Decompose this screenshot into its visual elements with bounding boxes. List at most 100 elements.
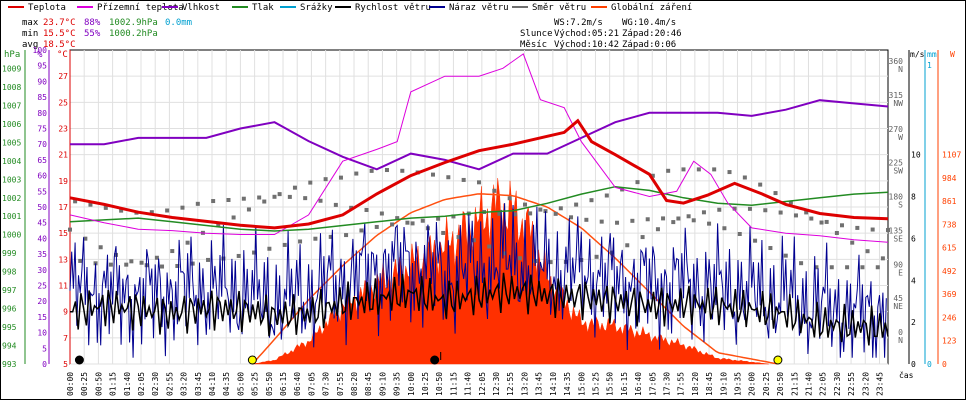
wind-direction-point xyxy=(609,250,614,255)
info-wind-gust: WG:10.4m/s xyxy=(622,18,676,28)
direction-tick-name: N xyxy=(898,336,903,345)
wind-direction-point xyxy=(354,171,359,176)
wind-direction-point xyxy=(180,205,185,210)
wind-direction-point xyxy=(119,208,124,213)
wind-tick-label: 8 xyxy=(911,193,916,202)
stat-min-temp: 15.5°C xyxy=(43,29,76,39)
wind-direction-point xyxy=(124,262,129,267)
legend-label: Globální záření xyxy=(611,3,692,13)
series-wind-speed xyxy=(70,272,889,346)
wind-tick-label: 0 xyxy=(911,360,916,369)
legend-label: Rychlost větru xyxy=(355,3,431,13)
direction-tick-name: SW xyxy=(893,167,903,176)
pressure-tick-label: 1001 xyxy=(2,212,21,221)
stat-avg-temp: 18.5°C xyxy=(43,40,76,50)
humidity-tick-label: 15 xyxy=(37,313,47,322)
wind-direction-point xyxy=(308,180,313,185)
stat-max-label: max xyxy=(22,18,39,28)
wind-tick-label: 4 xyxy=(911,276,916,285)
temp-tick-label: 17 xyxy=(58,203,68,212)
x-tick-label: 21:15 xyxy=(790,372,799,396)
direction-tick-label: 360 xyxy=(889,57,904,66)
stat-avg-label: avg xyxy=(22,40,38,50)
temp-tick-label: 25 xyxy=(58,98,68,107)
x-tick-label: 00:00 xyxy=(66,372,75,396)
wind-direction-point xyxy=(517,256,522,261)
pressure-tick-label: 994 xyxy=(2,342,17,351)
pressure-tick-label: 998 xyxy=(2,268,17,277)
wind-direction-point xyxy=(875,265,880,270)
x-tick-label: 07:05 xyxy=(307,372,316,396)
wind-direction-point xyxy=(886,228,890,233)
wind-direction-point xyxy=(333,202,338,207)
wind-direction-point xyxy=(850,240,855,245)
x-tick-label: 11:15 xyxy=(449,372,458,396)
wind-direction-point xyxy=(195,201,200,206)
radiation-tick-label: 984 xyxy=(942,174,957,183)
humidity-tick-label: 80 xyxy=(37,109,47,118)
wind-direction-point xyxy=(160,264,165,269)
wind-direction-point xyxy=(666,168,671,173)
humidity-tick-label: 85 xyxy=(37,93,47,102)
humidity-tick-label: 50 xyxy=(37,203,47,212)
x-tick-label: 05:50 xyxy=(265,372,274,396)
info-sun-rise: Východ:05:21 xyxy=(554,29,619,39)
temp-tick-label: 9 xyxy=(63,308,68,317)
wind-direction-point xyxy=(594,254,599,259)
x-tick-label: 19:10 xyxy=(719,372,728,396)
x-tick-label: 14:10 xyxy=(549,372,558,396)
wind-direction-point xyxy=(635,180,640,185)
wind-direction-point xyxy=(686,214,691,219)
rain-axis-label: mm xyxy=(927,50,937,59)
wind-direction-point xyxy=(282,242,287,247)
wind-direction-point xyxy=(206,257,211,262)
x-tick-label: 19:35 xyxy=(733,372,742,396)
wind-direction-point xyxy=(768,246,773,251)
series-pressure xyxy=(69,185,889,232)
x-tick-label: 01:40 xyxy=(123,372,132,396)
x-tick-label: 08:45 xyxy=(364,372,373,396)
x-tick-label: 05:00 xyxy=(236,372,245,396)
direction-tick-label: 45 xyxy=(893,294,903,303)
humidity-tick-label: 75 xyxy=(37,125,47,134)
x-tick-label: 18:20 xyxy=(691,372,700,396)
wind-direction-point xyxy=(78,258,83,263)
wind-direction-point xyxy=(722,226,727,231)
x-tick-label: 03:20 xyxy=(180,372,189,396)
temp-tick-label: 13 xyxy=(58,255,68,264)
wind-direction-point xyxy=(216,223,221,228)
wind-direction-point xyxy=(344,233,349,238)
legend-label: Přízemní teplota xyxy=(97,3,184,13)
wind-direction-point xyxy=(548,260,553,265)
wind-direction-point xyxy=(569,215,574,220)
temp-tick-label: 23 xyxy=(58,125,68,134)
pressure-tick-label: 997 xyxy=(2,286,17,295)
wind-direction-point xyxy=(313,236,318,241)
x-tick-label: 02:05 xyxy=(137,372,146,396)
x-tick-label: 16:15 xyxy=(620,372,629,396)
wind-direction-point xyxy=(451,214,456,219)
x-tick-label: 15:50 xyxy=(606,372,615,396)
x-tick-label: 09:10 xyxy=(378,372,387,396)
wind-direction-point xyxy=(707,221,712,226)
x-tick-label: 12:55 xyxy=(506,372,515,396)
x-tick-label: 02:55 xyxy=(165,372,174,396)
radiation-tick-label: 246 xyxy=(942,313,957,322)
sunset-marker xyxy=(773,355,783,365)
stat-min-humidity: 55% xyxy=(84,29,101,39)
x-tick-label: 17:55 xyxy=(677,372,686,396)
wind-direction-point xyxy=(824,219,829,224)
wind-direction-point xyxy=(154,255,159,260)
wind-direction-point xyxy=(221,256,226,261)
wind-direction-point xyxy=(753,238,758,243)
wind-direction-point xyxy=(359,228,364,233)
x-tick-label: 08:20 xyxy=(350,372,359,396)
wind-direction-point xyxy=(804,210,809,215)
wind-direction-point xyxy=(318,198,323,203)
legend-label: Teplota xyxy=(28,3,66,13)
wind-direction-point xyxy=(379,211,384,216)
wind-direction-point xyxy=(604,193,609,198)
humidity-tick-label: 0 xyxy=(42,360,47,369)
temp-tick-label: 21 xyxy=(58,151,68,160)
wind-direction-point xyxy=(563,259,568,264)
